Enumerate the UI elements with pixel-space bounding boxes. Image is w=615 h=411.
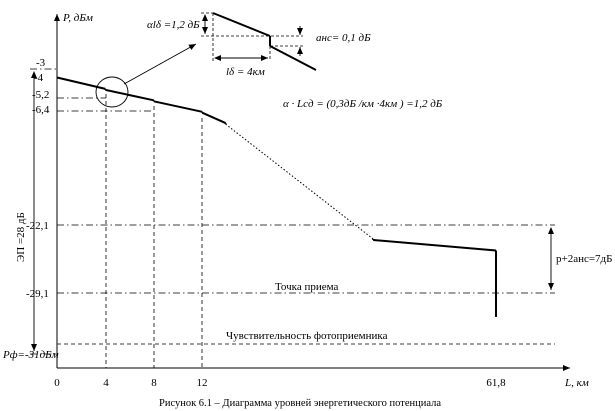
energy-potential-label: ЭП =28 дБ [15,212,27,262]
guide-lines [30,68,555,355]
y-tick-label: -29,1 [26,288,49,300]
inset-segment-2 [269,45,317,71]
inset-segment-1 [212,12,271,37]
x-tick-label: 12 [197,377,208,389]
x-tick-label: 0 [54,377,60,389]
y-tick-label: -5,2 [32,89,49,101]
level-segment-dotted [225,123,374,240]
inset-length-label: lδ = 4км [226,66,265,78]
y-tick-label: -3 [36,57,46,69]
x-tick-labels: 0 4 8 12 61,8 [54,377,506,389]
y-tick-label: -22,1 [26,220,49,232]
level-segment [201,111,227,125]
sensitivity-label: Чувствительность фотоприемника [226,330,388,342]
inset-alpha-label: αlδ =1,2 дБ [147,19,200,31]
splice-inset [201,12,317,71]
y-bottom-label: Pф=-31дБм [2,349,59,361]
x-tick-label: 4 [103,377,109,389]
vertical-guides [57,94,555,368]
margin-label: p+2aнс=7дБ [556,253,612,265]
zoom-circle [95,76,129,108]
level-segment [105,88,155,102]
x-tick-label: 61,8 [486,377,506,389]
level-segment [373,239,497,252]
inset-ans-label: aнс= 0,1 дБ [316,32,371,44]
y-axis-label: P, дБм [62,12,93,24]
x-tick-label: 8 [151,377,157,389]
x-axis-label: L, км [564,377,589,389]
y-tick-label: -6,4 [32,104,50,116]
level-segment [56,76,106,90]
formula: α · Lсд = (0,3дБ /км ·4км ) =1,2 дБ [283,98,443,110]
figure-caption: Рисунок 6.1 – Диаграмма уровней энергети… [159,398,441,409]
receive-point-label: Точка приема [275,281,338,293]
callout-arrow [123,43,197,85]
y-tick-labels: -3 -4 -5,2 -6,4 -22,1 -29,1 [26,57,50,300]
y-tick-label: -4 [34,72,44,84]
level-segment [153,100,203,113]
